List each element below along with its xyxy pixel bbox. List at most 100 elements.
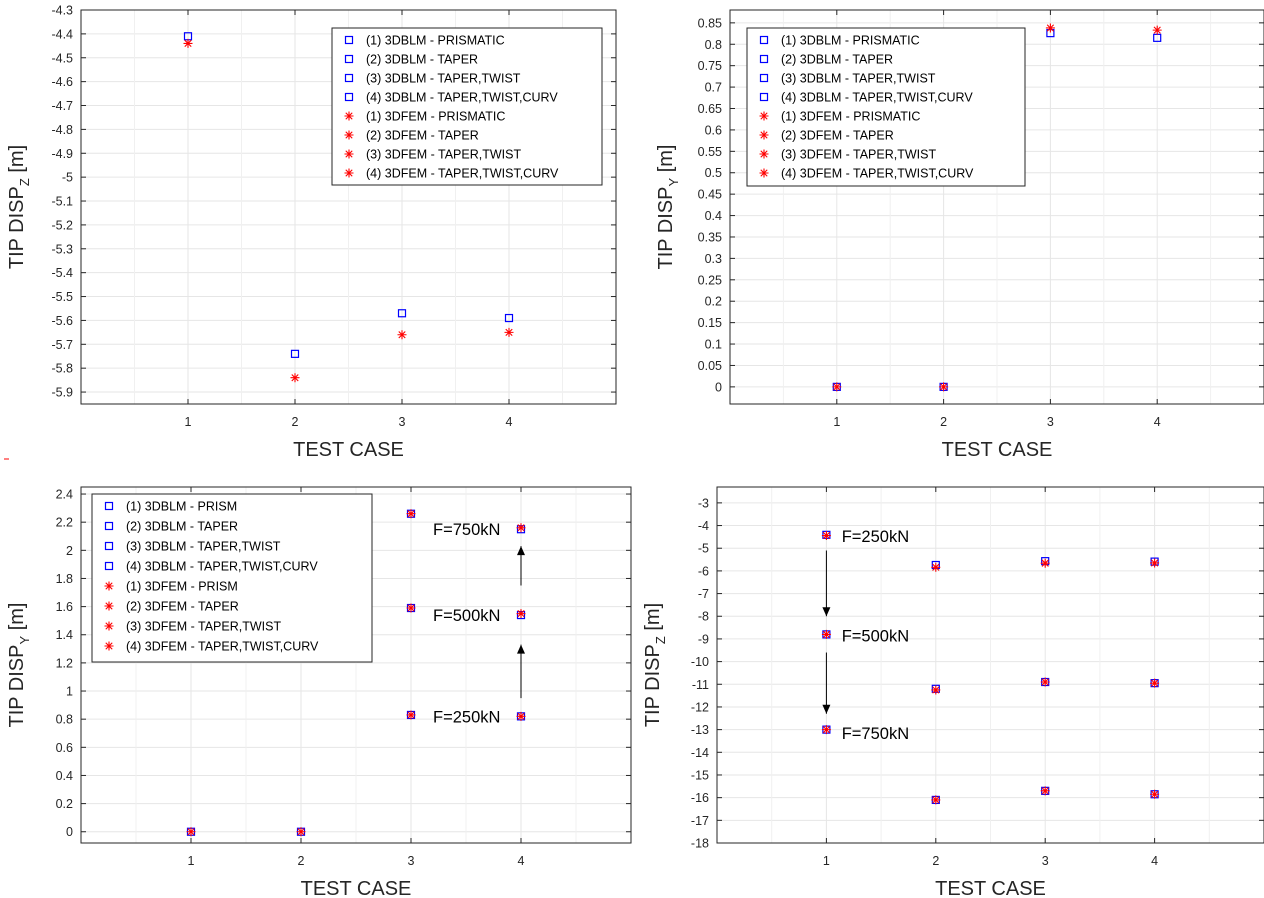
y-tick-label: 2.4	[56, 488, 73, 502]
y-tick-label: -4.4	[51, 27, 73, 41]
y-tick-label: 0.4	[56, 769, 73, 783]
y-tick-label: 1.2	[56, 656, 73, 670]
legend-entry: (1) 3DFEM - PRISMATIC	[366, 110, 505, 124]
y-axis-label: TIP DISPY [m]	[6, 602, 32, 727]
y-tick-label: -6	[698, 564, 709, 578]
dfem-marker	[939, 382, 949, 392]
legend-marker-dblm	[759, 54, 769, 64]
legend-entry: (2) 3DFEM - TAPER	[126, 600, 239, 614]
legend-marker-dfem	[104, 601, 114, 611]
y-tick-label: -5.5	[51, 290, 73, 304]
legend-marker-dblm	[344, 92, 354, 102]
dfem-marker	[931, 795, 941, 805]
force-annotation: F=500kN	[842, 628, 909, 646]
legend-marker-dblm	[104, 561, 114, 571]
legend-entry: (1) 3DBLM - PRISMATIC	[781, 34, 920, 48]
y-tick-label: -3	[698, 496, 709, 510]
y-tick-label: -14	[691, 746, 709, 760]
legend-marker-dfem	[344, 149, 354, 159]
x-tick-label: 3	[1042, 854, 1049, 868]
axes-box	[80, 9, 617, 405]
y-axis-label: TIP DISPZ [m]	[642, 603, 668, 727]
legend-box	[331, 27, 603, 186]
x-tick-label: 2	[932, 854, 939, 868]
legend-entry: (3) 3DBLM - TAPER,TWIST	[366, 72, 521, 86]
legend-entry: (3) 3DFEM - TAPER,TWIST	[781, 148, 936, 162]
dfem-marker	[406, 710, 416, 720]
y-tick-label: -5.9	[51, 386, 73, 400]
y-tick-label: 0.75	[698, 59, 722, 73]
y-tick-label: -4.9	[51, 147, 73, 161]
y-tick-label: 0.85	[698, 16, 722, 30]
legend-marker-dblm	[759, 73, 769, 83]
legend-marker-dblm	[104, 521, 114, 531]
y-tick-label: -5.6	[51, 314, 73, 328]
x-tick-label: 1	[185, 415, 192, 429]
legend-entry: (2) 3DBLM - TAPER	[781, 53, 893, 67]
legend-marker-dblm	[104, 501, 114, 511]
legend-marker-dfem	[344, 130, 354, 140]
x-tick-label: 4	[1154, 415, 1161, 429]
dfem-marker	[931, 685, 941, 695]
dfem-marker	[406, 509, 416, 519]
y-tick-label: 0.05	[698, 359, 722, 373]
axes-box	[80, 486, 632, 844]
legend-entry: (1) 3DFEM - PRISM	[126, 580, 238, 594]
dblm-marker	[504, 313, 514, 323]
y-tick-label: 0.55	[698, 145, 722, 159]
y-tick-label: -5	[698, 542, 709, 556]
x-axis-label: TEST CASE	[293, 439, 404, 461]
y-tick-label: -4.8	[51, 123, 73, 137]
y-tick-label: -4	[698, 519, 709, 533]
legend-marker-dfem	[759, 130, 769, 140]
force-annotation: F=500kN	[433, 607, 500, 625]
y-tick-label: 1.4	[56, 628, 73, 642]
dfem-marker	[1150, 678, 1160, 688]
x-tick-label: 2	[292, 415, 299, 429]
legend-entry: (1) 3DBLM - PRISM	[126, 500, 237, 514]
y-tick-label: 0.4	[705, 209, 722, 223]
y-tick-label: 0.5	[705, 166, 722, 180]
dfem-marker	[1045, 23, 1055, 33]
dblm-marker	[290, 349, 300, 358]
y-tick-label: 0.2	[56, 797, 73, 811]
legend-marker-dfem	[344, 168, 354, 178]
y-tick-label: 0	[66, 825, 73, 839]
legend-entry: (2) 3DFEM - TAPER	[781, 129, 894, 143]
y-tick-label: 2	[66, 544, 73, 558]
x-tick-label: 2	[940, 415, 947, 429]
x-tick-label: 1	[823, 854, 830, 868]
legend-entry: (1) 3DBLM - PRISMATIC	[366, 34, 505, 48]
y-tick-label: -13	[691, 723, 709, 737]
dfem-marker	[397, 330, 407, 340]
legend-entry: (1) 3DFEM - PRISMATIC	[781, 110, 920, 124]
legend-marker-dfem	[104, 581, 114, 591]
dfem-marker	[516, 609, 526, 619]
y-tick-label: -10	[691, 655, 709, 669]
axes-box	[729, 9, 1264, 405]
dfem-marker	[832, 382, 842, 392]
x-tick-label: 3	[399, 415, 406, 429]
y-tick-label: 0.15	[698, 316, 722, 330]
legend-marker-dblm	[344, 54, 354, 64]
y-tick-label: -5.1	[51, 195, 73, 209]
legend-entry: (2) 3DBLM - TAPER	[366, 53, 478, 67]
x-tick-label: 2	[298, 854, 305, 868]
y-tick-label: -4.3	[51, 4, 73, 18]
legend-marker-dblm	[759, 35, 769, 45]
y-tick-label: 0.6	[56, 741, 73, 755]
x-axis-label: TEST CASE	[935, 878, 1046, 898]
x-tick-label: 3	[408, 854, 415, 868]
y-tick-label: -9	[698, 632, 709, 646]
x-tick-label: 4	[1151, 854, 1158, 868]
legend-entry: (3) 3DFEM - TAPER,TWIST	[366, 148, 521, 162]
y-axis-label: TIP DISPZ [m]	[6, 145, 32, 269]
y-tick-label: 0.65	[698, 102, 722, 116]
force-annotation: F=750kN	[433, 521, 500, 539]
dfem-marker	[1150, 558, 1160, 568]
axes-box	[716, 486, 1264, 844]
dfem-marker	[1040, 677, 1050, 687]
arrow-head	[517, 644, 525, 654]
y-tick-label: -5.2	[51, 218, 73, 232]
